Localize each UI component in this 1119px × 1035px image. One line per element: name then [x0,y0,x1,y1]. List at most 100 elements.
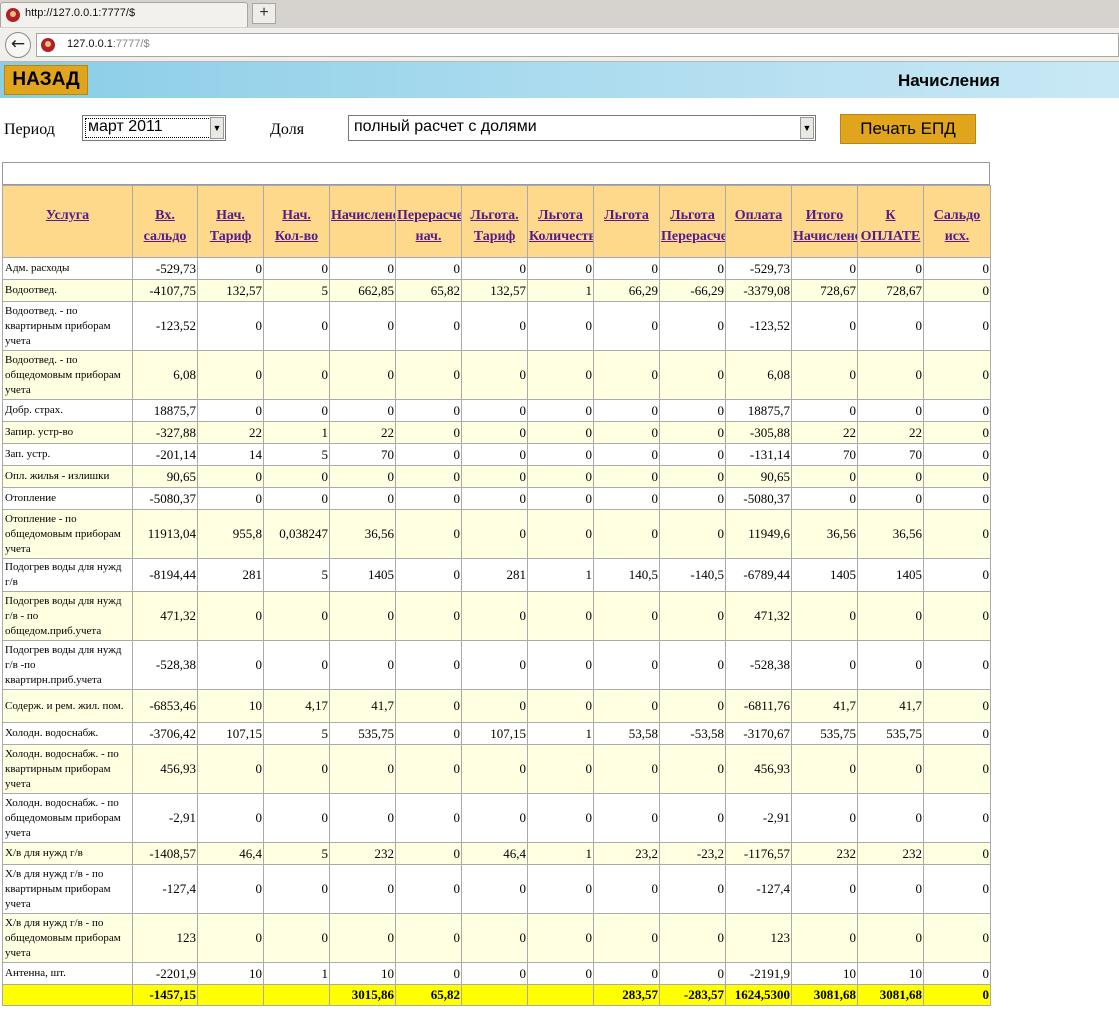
table-cell: 22 [197,421,264,444]
column-header-text: ОПЛАТЕ [860,229,921,244]
totals-row: -1457,15 3015,86 65,82 283,57 -283,57 1624,53… [2,984,991,1006]
table-cell: 0 [857,465,924,488]
column-header-text: Кол-во [274,229,319,244]
table-cell: 0 [527,350,594,400]
column-header-sort-link[interactable]: Начислено [329,185,396,258]
column-header-sort-link[interactable]: К ОПЛАТЕ [857,185,924,258]
table-cell: 0 [923,962,991,985]
table-cell: 6,08 [725,350,792,400]
column-header-sort-link[interactable]: Перерасчет нач. [395,185,462,258]
column-header-sort-link[interactable]: Нач. Тариф [197,185,264,258]
table-cell: 0 [527,962,594,985]
table-cell: -123,52 [132,301,198,351]
column-header-sort-link[interactable]: Оплата [725,185,792,258]
column-header-text: Нач. [282,208,311,223]
table-cell: 0 [263,864,330,914]
service-name-cell: Подогрев воды для нужд г/в - по общедом.… [2,591,133,641]
column-header-text: Льгота. [470,208,519,223]
table-cell: 0 [923,722,991,745]
table-cell: 0 [659,257,726,280]
table-cell: 0 [197,301,264,351]
table-cell: 0 [527,421,594,444]
table-cell: 70 [857,443,924,466]
table-cell: 90,65 [132,465,198,488]
column-header-sort-link[interactable]: Льгота Количество [527,185,594,258]
table-cell: -127,4 [132,864,198,914]
back-arrow-icon: ← [10,34,26,54]
column-header-sort-link[interactable]: Итого Начислено [791,185,858,258]
table-cell: 456,93 [725,744,792,794]
table-cell: 5 [263,558,330,592]
back-button[interactable]: НАЗАД [4,65,88,95]
table-cell: 0 [395,722,462,745]
service-name-cell: Отопление - по общедомовым приборам учет… [2,509,133,559]
table-cell: 0 [461,689,528,723]
browser-back-button[interactable]: ← [5,32,31,58]
column-header-sort-link[interactable]: Услуга [2,185,133,258]
table-cell: 5 [263,279,330,302]
table-cell: 0 [461,509,528,559]
print-epd-button[interactable]: Печать ЕПД [840,114,976,144]
table-cell: 0 [461,913,528,963]
period-label: Период [4,121,55,138]
column-header-text: Итого [805,208,844,223]
service-name-cell: Адм. расходы [2,257,133,280]
table-cell: 0 [461,350,528,400]
total-cell: -283,57 [659,984,726,1006]
table-row: Зап. устр. -201,14 14 5 70 0 0 0 0 0 -131,14 70 70 0 [2,443,991,466]
column-header-text: Услуга [45,208,90,223]
service-name-cell: Опл. жилья - излишки [2,465,133,488]
table-cell: 4,17 [263,689,330,723]
table-cell: 0 [791,257,858,280]
table-cell: 0 [263,793,330,843]
table-cell: 10 [857,962,924,985]
url-text: 127.0.0.1:7777/$ [67,38,150,50]
table-cell: -140,5 [659,558,726,592]
table-cell: 0 [791,301,858,351]
table-cell: 0 [659,913,726,963]
column-header-sort-link[interactable]: Вх. сальдо [132,185,198,258]
total-cell [263,984,330,1006]
table-cell: 0 [461,640,528,690]
column-header-sort-link[interactable]: Льгота Перерасчет [659,185,726,258]
table-cell: 11949,6 [725,509,792,559]
column-header-sort-link[interactable]: Льгота. Тариф [461,185,528,258]
browser-tab[interactable]: http://127.0.0.1:7777/$ [0,2,248,27]
service-name-cell: Холодн. водоснабж. - по общедомовым приб… [2,793,133,843]
period-select[interactable]: март 2011 ▼ [82,115,226,141]
total-cell: 0 [923,984,991,1006]
table-cell: 41,7 [791,689,858,723]
table-cell: 0 [197,864,264,914]
table-cell: 0 [659,487,726,510]
column-header-text: К [885,208,896,223]
table-cell: 0 [197,465,264,488]
share-select[interactable]: полный расчет с долями ▼ [348,115,816,141]
column-header-sort-link[interactable]: Нач. Кол-во [263,185,330,258]
total-cell: 3081,68 [791,984,858,1006]
table-cell: 0 [263,913,330,963]
column-header-sort-link[interactable]: Сальдо исх. [923,185,991,258]
table-cell: 0 [923,913,991,963]
address-bar[interactable]: 127.0.0.1:7777/$ [36,33,1119,57]
table-cell: 0 [923,421,991,444]
new-tab-button[interactable]: + [252,3,276,24]
table-cell: 46,4 [461,842,528,865]
table-body: Адм. расходы -529,73 0 0 0 0 0 0 0 0 -529,73 0 0 0 Вод… [2,257,991,1006]
column-header-sort-link[interactable]: Льгота [593,185,660,258]
table-cell: 0 [923,558,991,592]
table-cell: 0 [593,509,660,559]
table-cell: 5 [263,722,330,745]
total-cell: 1624,5300 [725,984,792,1006]
table-cell: 0 [593,864,660,914]
table-cell: 0 [395,744,462,794]
table-cell: 0 [791,465,858,488]
table-cell: -131,14 [725,443,792,466]
table-cell: 0 [395,640,462,690]
table-row: Подогрев воды для нужд г/в - по общедом.… [2,591,991,641]
column-header-text: Начислено [793,229,858,244]
table-cell: 107,15 [461,722,528,745]
table-cell: -2191,9 [725,962,792,985]
table-cell: -127,4 [725,864,792,914]
table-cell: -2,91 [132,793,198,843]
table-cell: 46,4 [197,842,264,865]
